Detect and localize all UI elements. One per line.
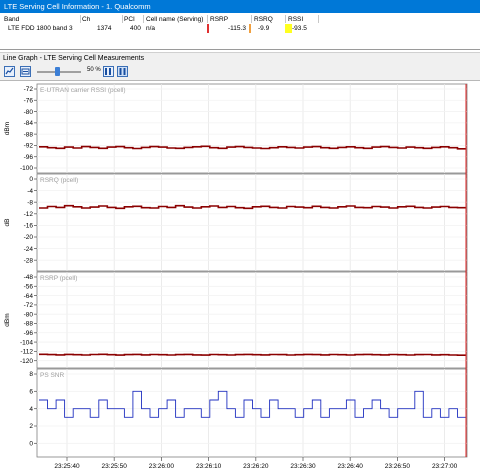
- series-line: [39, 145, 466, 150]
- y-tick-label: -88: [24, 131, 34, 138]
- y-tick-label: -100: [20, 165, 33, 172]
- rsrp-color-bar: [207, 24, 209, 33]
- column-separator: [80, 15, 81, 23]
- cursor-icon[interactable]: [103, 66, 114, 77]
- y-tick-label: 2: [29, 423, 33, 430]
- rssi-color-bar: [285, 24, 292, 33]
- header-band[interactable]: Band: [4, 16, 20, 23]
- header-pci[interactable]: PCI: [124, 16, 135, 23]
- x-tick-label: 23:26:20: [243, 463, 269, 470]
- y-tick-label: 6: [29, 389, 33, 396]
- x-tick-label: 23:26:00: [149, 463, 175, 470]
- rsrp-value: -115.3: [228, 25, 246, 32]
- plot-title: RSRQ (pcell): [40, 177, 78, 184]
- y-axis-label: dB: [4, 219, 11, 227]
- x-tick-label: 23:25:40: [54, 463, 80, 470]
- column-separator: [251, 15, 252, 23]
- y-tick-label: -4: [27, 188, 33, 195]
- column-separator: [122, 15, 123, 23]
- rsrq-value: -9.9: [258, 25, 270, 32]
- zoom-fit-icon[interactable]: [20, 66, 31, 77]
- pause-icon[interactable]: [117, 66, 128, 77]
- y-tick-label: 4: [29, 406, 33, 413]
- series-line: [39, 204, 466, 210]
- x-tick-label: 23:26:10: [196, 463, 222, 470]
- column-separator: [285, 15, 286, 23]
- y-tick-label: -56: [24, 283, 34, 290]
- plot-title: PS SNR: [40, 372, 65, 379]
- serving-cell-table: Band Ch PCI Cell name (Serving) RSRP RSR…: [0, 13, 480, 51]
- x-tick-label: 23:26:30: [290, 463, 316, 470]
- column-separator: [143, 15, 144, 23]
- series-line: [39, 353, 466, 356]
- zoom-label: 50 %: [87, 67, 101, 73]
- cell-name-value: n/a: [146, 25, 156, 32]
- plot-frame: [36, 83, 468, 174]
- header-rsrp[interactable]: RSRP: [210, 16, 229, 23]
- y-tick-label: -72: [24, 86, 34, 93]
- y-tick-label: -104: [20, 339, 33, 346]
- column-separator: [318, 15, 319, 23]
- rssi-value: -93.5: [292, 25, 307, 32]
- plot-title: E-UTRAN carrier RSSI (pcell): [40, 87, 126, 94]
- y-tick-label: -72: [24, 302, 34, 309]
- series-line: [39, 390, 466, 418]
- plot-frame: [36, 173, 468, 272]
- y-tick-label: -96: [24, 154, 34, 161]
- y-axis-label: dBm: [4, 313, 11, 326]
- y-tick-label: -48: [24, 274, 34, 281]
- x-tick-label: 23:27:00: [432, 463, 458, 470]
- y-tick-label: 0: [29, 441, 33, 448]
- y-tick-label: -64: [24, 293, 34, 300]
- y-tick-label: -120: [20, 358, 33, 365]
- y-tick-label: -84: [24, 120, 34, 127]
- column-separator: [207, 15, 208, 23]
- channel-value: 1374: [97, 25, 112, 32]
- y-tick-label: 0: [29, 176, 33, 183]
- rsrq-color-bar: [249, 24, 251, 33]
- zoom-slider-thumb[interactable]: [55, 67, 60, 76]
- window-title-bar: LTE Serving Cell Information - 1. Qualco…: [0, 0, 480, 13]
- y-tick-label: -12: [24, 211, 34, 218]
- plot-frame: [36, 368, 468, 458]
- graph-area: -72 -76 -80 -84 -88 -92 -96 -100 dBm E-UTRAN carr…: [0, 81, 480, 473]
- graph-panel-title: Line Graph - LTE Serving Cell Measuremen…: [0, 52, 480, 64]
- y-tick-label: -96: [24, 330, 34, 337]
- graph-panel-title-text: Line Graph - LTE Serving Cell Measuremen…: [3, 55, 145, 62]
- header-ch[interactable]: Ch: [82, 16, 91, 23]
- x-tick-label: 23:26:40: [338, 463, 364, 470]
- table-bottom-border: [0, 49, 480, 50]
- y-tick-label: -80: [24, 311, 34, 318]
- y-tick-label: -80: [24, 109, 34, 116]
- window-title: LTE Serving Cell Information - 1. Qualco…: [4, 2, 151, 11]
- header-cell-name[interactable]: Cell name (Serving): [146, 16, 204, 23]
- y-tick-label: -24: [24, 246, 34, 253]
- plot-frame: [36, 271, 468, 369]
- y-tick-label: -88: [24, 321, 34, 328]
- y-tick-label: 8: [29, 371, 33, 378]
- y-axis-label: dBm: [4, 122, 11, 135]
- band-value: LTE FDD 1800 band 3: [8, 25, 73, 32]
- x-tick-label: 23:25:50: [102, 463, 128, 470]
- y-tick-label: -16: [24, 223, 34, 230]
- pci-value: 400: [130, 25, 141, 32]
- header-rssi[interactable]: RSSI: [288, 16, 304, 23]
- y-tick-label: -8: [27, 199, 33, 206]
- header-rsrq[interactable]: RSRQ: [254, 16, 273, 23]
- graph-toolbar: 50 %: [0, 64, 480, 81]
- y-tick-label: -76: [24, 97, 34, 104]
- y-tick-label: -28: [24, 257, 34, 264]
- y-tick-label: -92: [24, 143, 34, 150]
- y-tick-label: -20: [24, 234, 34, 241]
- plot-title: RSRP (pcell): [40, 275, 77, 282]
- x-tick-label: 23:26:50: [385, 463, 411, 470]
- y-tick-label: -112: [20, 349, 33, 356]
- chart-icon[interactable]: [4, 66, 15, 77]
